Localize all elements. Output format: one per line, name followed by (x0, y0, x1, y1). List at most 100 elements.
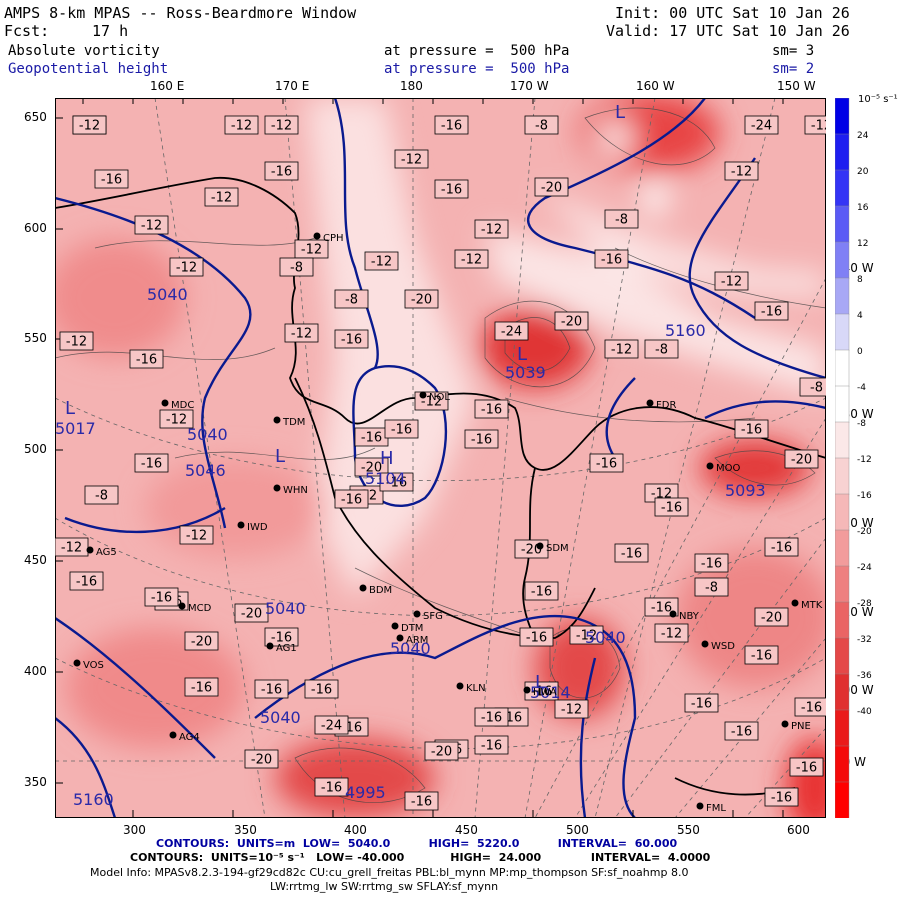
station-marker: WSD (701, 640, 735, 652)
svg-text:AG5: AG5 (96, 547, 117, 558)
station-marker: FML (696, 802, 726, 814)
lon-label: 160 W (636, 79, 675, 93)
vorticity-label: -20 (554, 311, 589, 331)
svg-text:-16: -16 (531, 585, 552, 600)
svg-text:-16: -16 (191, 681, 212, 696)
vorticity-label: -16 (434, 179, 469, 199)
svg-text:-16: -16 (701, 557, 722, 572)
svg-text:-16: -16 (771, 791, 792, 806)
height-value: 5040 (585, 628, 626, 647)
model-title: AMPS 8-km MPAS -- Ross-Beardmore Window (4, 4, 357, 22)
svg-text:-16: -16 (321, 781, 342, 796)
vorticity-label: -12 (714, 271, 749, 291)
field1-level: at pressure = 500 hPa (384, 43, 570, 59)
colorbar-cell (835, 421, 850, 459)
extremum-marker: L (275, 446, 285, 467)
height-value: 5040 (390, 639, 431, 658)
colorbar-cell (835, 601, 850, 639)
station-marker: AG5 (86, 546, 117, 558)
station-marker: MDC (161, 399, 194, 411)
colorbar-cell (835, 277, 850, 315)
vorticity-label: -16 (334, 329, 369, 349)
height-value: 5040 (260, 708, 301, 727)
svg-text:-16: -16 (731, 725, 752, 740)
svg-text:PNE: PNE (791, 721, 811, 732)
height-value: 5040 (265, 599, 306, 618)
svg-text:-12: -12 (176, 261, 197, 276)
vorticity-label: -16 (589, 453, 624, 473)
svg-text:-16: -16 (271, 165, 292, 180)
vorticity-label: -12 (364, 251, 399, 271)
svg-text:-16: -16 (596, 457, 617, 472)
colorbar-label: 24 (857, 131, 869, 141)
vorticity-label: -16 (264, 627, 299, 647)
svg-text:-12: -12 (186, 529, 207, 544)
svg-text:-20: -20 (541, 181, 562, 196)
svg-text:-20: -20 (561, 315, 582, 330)
station-marker: MTK (791, 599, 823, 611)
svg-text:-24: -24 (501, 325, 522, 340)
colorbar-cell (835, 493, 850, 531)
extremum-marker: L (517, 344, 527, 365)
svg-text:DTM: DTM (401, 623, 423, 634)
vorticity-label: -16 (594, 249, 629, 269)
svg-text:FDR: FDR (656, 400, 676, 411)
extremum-marker: H (380, 448, 394, 469)
vorticity-label: -8 (334, 289, 369, 309)
colorbar-label: -40 (857, 707, 872, 717)
svg-text:-16: -16 (771, 541, 792, 556)
svg-text:CPH: CPH (323, 233, 344, 244)
vorticity-label: -12 (264, 115, 299, 135)
svg-text:-12: -12 (401, 153, 422, 168)
vorticity-label: -16 (264, 161, 299, 181)
svg-text:TDM: TDM (282, 417, 305, 428)
vorticity-label: -16 (474, 735, 509, 755)
colorbar-cell (835, 565, 850, 603)
svg-text:-8: -8 (810, 381, 823, 396)
vorticity-label: -16 (694, 553, 729, 573)
svg-text:-12: -12 (271, 119, 292, 134)
station-marker: AG4 (169, 731, 200, 743)
station-marker: ARM (396, 634, 428, 646)
colorbar-cell (835, 133, 850, 171)
svg-text:-16: -16 (651, 601, 672, 616)
colorbar-cell (835, 529, 850, 567)
svg-text:-16: -16 (151, 591, 172, 606)
vorticity-label: -16 (789, 757, 824, 777)
height-contour-info: CONTOURS: UNITS=m LOW= 5040.0 HIGH= 5220… (156, 837, 678, 850)
x-tick-label: 300 (123, 823, 146, 837)
colorbar-label: 0 (857, 347, 863, 357)
vorticity-label: -8 (644, 339, 679, 359)
svg-text:-16: -16 (441, 119, 462, 134)
x-tick-label: 450 (455, 823, 478, 837)
svg-text:SFG: SFG (423, 611, 443, 622)
svg-text:-12: -12 (576, 629, 597, 644)
svg-text:-12: -12 (166, 413, 187, 428)
vorticity-label: -20 (184, 631, 219, 651)
svg-text:-8: -8 (345, 293, 358, 308)
vorticity-label: -16 (524, 581, 559, 601)
vorticity-label: -12 (72, 115, 107, 135)
colorbar-label: 8 (857, 275, 863, 285)
lon-label: 170 W (510, 79, 549, 93)
y-tick-label: 650 (24, 110, 47, 124)
svg-text:-16: -16 (796, 761, 817, 776)
y-tick-label: 400 (24, 664, 47, 678)
vorticity-label: -8 (799, 377, 826, 397)
x-tick-label: 600 (787, 823, 810, 837)
vorticity-label: -16 (764, 537, 799, 557)
svg-text:-20: -20 (241, 607, 262, 622)
svg-text:-16: -16 (141, 457, 162, 472)
svg-text:-20: -20 (761, 611, 782, 626)
svg-text:-16: -16 (471, 433, 492, 448)
vorticity-label: -16 (794, 697, 826, 717)
vorticity-label: -20 (244, 749, 279, 769)
svg-text:-12: -12 (481, 223, 502, 238)
svg-text:-16: -16 (526, 631, 547, 646)
svg-text:MOO: MOO (716, 463, 740, 474)
svg-text:-16: -16 (271, 631, 292, 646)
svg-text:-12: -12 (561, 703, 582, 718)
svg-text:-12: -12 (291, 327, 312, 342)
vorticity-label: -16 (134, 453, 169, 473)
svg-text:-12: -12 (461, 253, 482, 268)
